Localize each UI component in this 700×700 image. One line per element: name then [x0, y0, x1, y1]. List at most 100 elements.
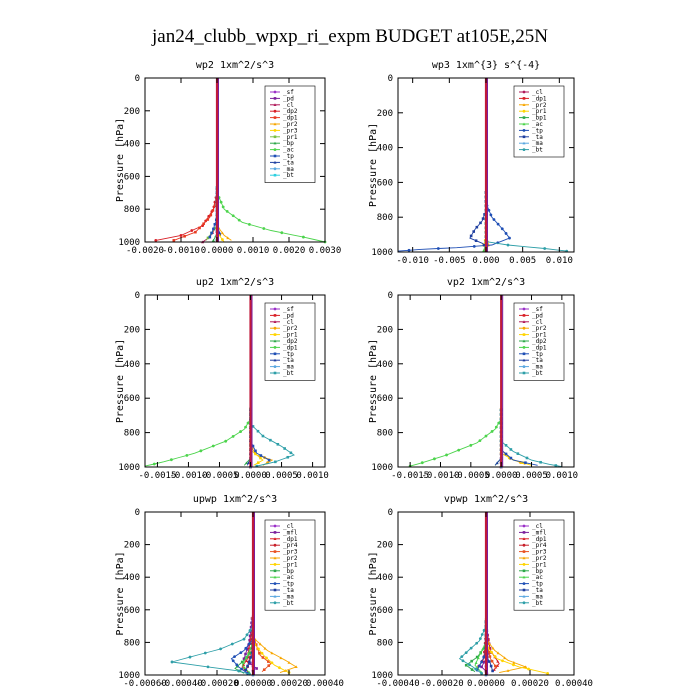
data-point: [233, 655, 236, 659]
legend-marker: [273, 352, 277, 356]
legend-label: _ta: [532, 134, 543, 141]
data-point: [230, 642, 234, 646]
x-tick-label: -0.005: [433, 256, 466, 266]
data-point: [496, 664, 500, 667]
data-point: [470, 668, 474, 671]
plot-frame: [144, 77, 326, 243]
data-point: [524, 461, 527, 464]
data-point: [490, 430, 494, 433]
legend-label: _pr2: [532, 325, 547, 332]
legend-label: _pr1: [283, 332, 298, 339]
legend-box: [264, 519, 316, 611]
legend-label: _ta: [283, 159, 294, 166]
legend-marker: [273, 320, 277, 323]
series-dp1: [172, 78, 219, 242]
x-tick-label: -0.0015: [138, 471, 176, 481]
legend-marker: [273, 129, 277, 132]
data-point: [496, 659, 500, 663]
y-axis-label: Pressure [hPa]: [368, 551, 379, 635]
y-tick-label: 800: [124, 638, 140, 648]
legend-marker: [522, 594, 526, 598]
data-point: [481, 217, 485, 220]
data-point: [482, 248, 486, 252]
y-tick-label: 1000: [371, 248, 393, 258]
legend-label: _bt: [532, 370, 543, 377]
data-point: [503, 656, 507, 660]
data-point: [497, 421, 501, 425]
legend-label: _tp: [532, 581, 543, 588]
data-point: [259, 456, 262, 460]
data-point: [221, 205, 225, 209]
data-point: [248, 629, 252, 632]
data-point: [270, 661, 274, 665]
legend-marker: [273, 167, 277, 171]
data-point: [479, 651, 482, 655]
legend-label: _ac: [283, 574, 294, 581]
legend-marker: [522, 371, 526, 375]
legend-marker: [522, 543, 526, 547]
data-point: [152, 462, 156, 466]
data-point: [249, 625, 253, 629]
legend-label: _pr2: [283, 555, 298, 562]
legend-marker: [273, 90, 277, 94]
legend-marker: [273, 365, 277, 368]
legend-marker: [273, 594, 277, 598]
data-point: [468, 663, 471, 667]
data-point: [244, 652, 247, 656]
data-point: [274, 460, 277, 464]
data-point: [221, 238, 224, 241]
data-point: [257, 647, 260, 651]
legend-label: _dp2: [532, 338, 547, 345]
data-point: [546, 671, 549, 675]
legend-marker: [522, 135, 526, 139]
data-point: [267, 664, 271, 667]
legend-label: _sf: [532, 306, 543, 313]
legend-label: _cl: [532, 319, 543, 326]
data-point: [474, 239, 478, 242]
legend-marker: [522, 365, 526, 368]
legend-marker: [522, 582, 526, 585]
data-point: [492, 218, 496, 221]
legend-marker: [273, 524, 277, 528]
legend-label: _dp2: [283, 338, 298, 345]
data-point: [231, 659, 235, 663]
x-tick-label: 0.00040: [306, 679, 344, 689]
x-tick-label: -0.00060: [123, 679, 166, 689]
data-point: [263, 646, 267, 650]
y-tick-label: 200: [377, 109, 393, 119]
data-point: [204, 219, 208, 223]
data-point: [484, 434, 488, 438]
legend-marker: [273, 537, 277, 540]
x-tick-label: -0.010: [396, 256, 429, 266]
data-point: [488, 655, 492, 658]
legend-marker: [273, 97, 277, 100]
data-point: [188, 655, 192, 659]
x-tick-label: -0.0010: [162, 246, 200, 256]
legend-label: _mfl: [532, 529, 547, 536]
data-point: [475, 655, 479, 659]
data-point: [247, 651, 250, 655]
x-tick-label: 0.0010: [237, 246, 270, 256]
data-point: [248, 660, 251, 664]
x-tick-label: 0.0000: [201, 246, 234, 256]
data-point: [240, 660, 244, 664]
panel-title: vp2 1xm^2/s^3: [447, 277, 525, 288]
legend-label: _bt: [283, 600, 294, 607]
x-tick-label: -0.0010: [169, 471, 207, 481]
legend-label: _pr4: [532, 542, 547, 549]
x-tick-label: -0.00020: [420, 679, 463, 689]
data-point: [500, 227, 504, 231]
data-point: [494, 664, 497, 668]
data-point: [255, 464, 259, 468]
legend-label: _bt: [532, 147, 543, 154]
data-point: [246, 664, 249, 668]
data-point: [509, 448, 513, 451]
data-point: [270, 651, 274, 655]
legend-marker: [522, 141, 526, 145]
legend-marker: [273, 575, 277, 579]
data-point: [527, 667, 530, 671]
legend-label: _pd: [532, 312, 543, 319]
legend-label: _bt: [283, 370, 294, 377]
data-point: [504, 232, 508, 235]
data-point: [460, 655, 464, 659]
